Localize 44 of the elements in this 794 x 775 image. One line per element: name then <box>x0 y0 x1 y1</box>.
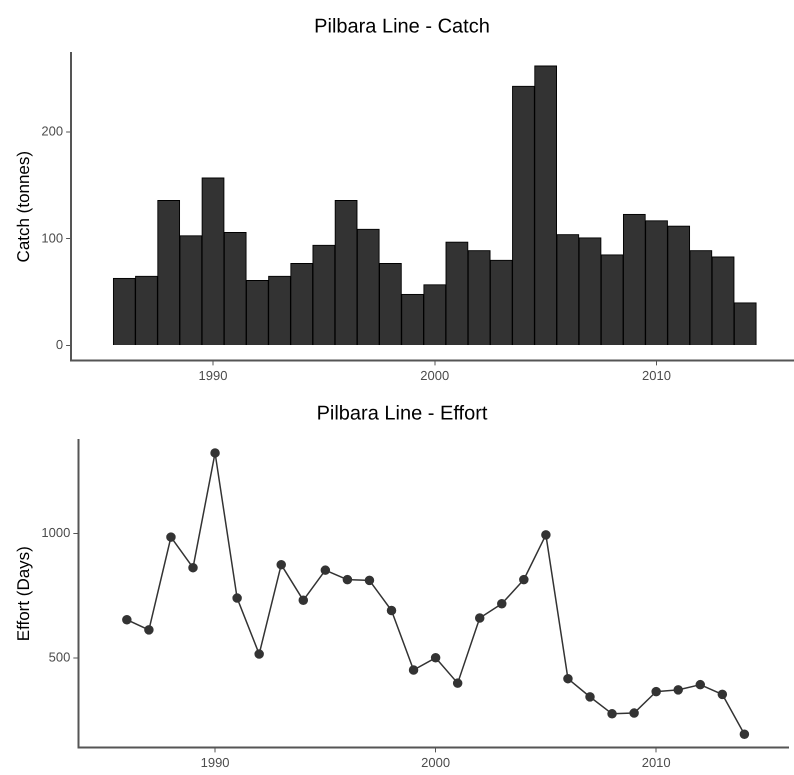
x-tick-label: 1990 <box>200 754 230 770</box>
point <box>474 613 484 623</box>
point <box>364 576 374 586</box>
point <box>740 729 750 739</box>
point <box>519 574 529 584</box>
point <box>232 593 242 603</box>
point <box>276 560 286 570</box>
y-tick-label: 100 <box>41 230 64 246</box>
y-axis-title: Catch (tonnes) <box>14 150 33 262</box>
point <box>452 678 462 688</box>
point <box>541 530 551 540</box>
point <box>408 665 418 675</box>
x-tick-label: 2000 <box>420 368 450 383</box>
point <box>188 562 198 572</box>
x-tick-label: 1990 <box>198 368 228 383</box>
point <box>430 653 440 663</box>
chart-title: Pilbara Line - Effort <box>316 402 488 425</box>
point <box>254 649 264 659</box>
point <box>320 565 330 575</box>
point <box>673 685 683 695</box>
point <box>651 686 661 696</box>
y-axis-title: Effort (Days) <box>14 546 33 642</box>
point <box>629 708 639 718</box>
point <box>166 532 176 542</box>
point <box>210 448 220 458</box>
x-tick-label: 2000 <box>421 754 450 770</box>
point <box>497 599 507 609</box>
y-tick-label: 1000 <box>41 524 70 540</box>
point <box>585 692 595 702</box>
point <box>386 606 396 616</box>
point <box>607 709 617 719</box>
y-tick-label: 0 <box>56 337 64 352</box>
point <box>144 625 154 635</box>
point <box>342 574 352 584</box>
point <box>122 614 132 624</box>
point <box>696 680 706 690</box>
x-tick-label: 2010 <box>642 754 671 770</box>
point <box>298 596 308 606</box>
y-tick-label: 200 <box>41 124 64 139</box>
x-tick-label: 2010 <box>642 368 671 383</box>
y-tick-label: 500 <box>48 649 70 664</box>
point <box>563 674 573 684</box>
point <box>718 690 728 700</box>
chart-title: Pilbara Line - Catch <box>314 16 490 38</box>
